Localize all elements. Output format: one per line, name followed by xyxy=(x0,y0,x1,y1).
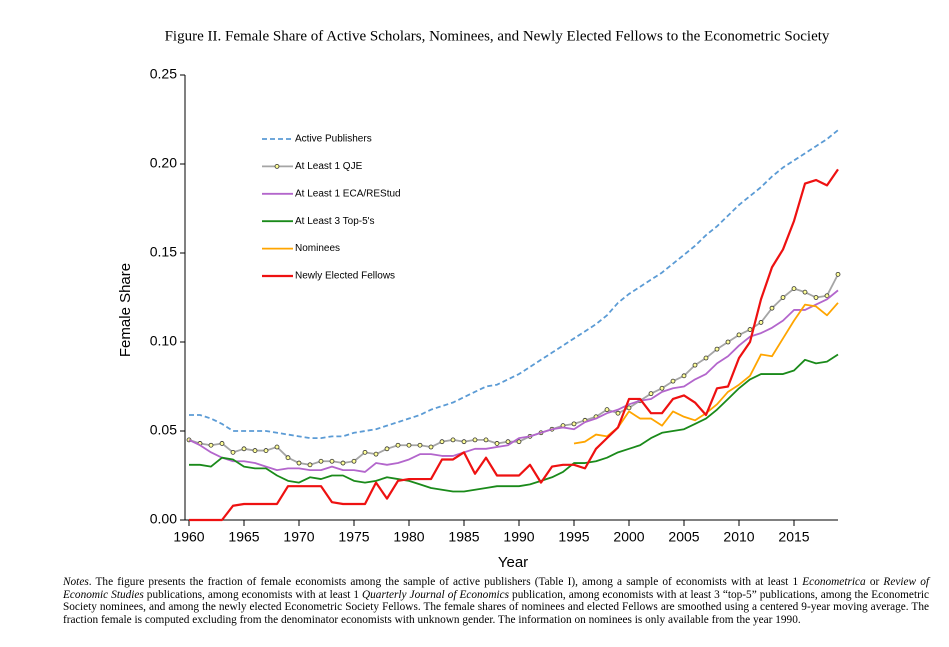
x-tick-label: 2000 xyxy=(613,529,644,545)
data-point xyxy=(417,442,423,448)
data-point xyxy=(505,439,511,445)
data-point xyxy=(516,439,522,445)
legend-label: Newly Elected Fellows xyxy=(295,271,395,282)
data-point xyxy=(747,327,753,332)
data-point xyxy=(813,295,819,300)
x-tick-label: 1975 xyxy=(338,529,369,545)
notes-text: Econometrica xyxy=(802,576,866,588)
notes-text: . The figure presents the fraction of fe… xyxy=(88,576,803,588)
data-point xyxy=(307,462,313,468)
data-point xyxy=(252,448,258,453)
data-point xyxy=(692,362,698,368)
data-point xyxy=(450,437,456,443)
y-tick-label: 0.25 xyxy=(150,66,177,82)
data-point xyxy=(461,439,467,445)
legend-label: At Least 3 Top-5's xyxy=(295,216,375,227)
series-line xyxy=(189,168,839,522)
notes-text: Review of Economic Studies xyxy=(63,576,929,601)
chart: Figure II. Female Share of Active Schola… xyxy=(117,28,841,571)
series-line xyxy=(189,353,839,493)
x-tick-label: 1965 xyxy=(228,529,259,545)
chart-title: Figure II. Female Share of Active Schola… xyxy=(165,28,830,44)
data-point xyxy=(285,455,291,461)
data-point xyxy=(758,320,764,325)
data-point xyxy=(384,446,390,452)
data-point xyxy=(802,289,808,295)
y-tick-label: 0.05 xyxy=(150,422,177,438)
legend-label: Active Publishers xyxy=(295,134,372,145)
data-point xyxy=(395,442,401,448)
x-tick-label: 1960 xyxy=(173,529,204,545)
data-point xyxy=(318,458,324,464)
notes-text: publications, among economists with at l… xyxy=(143,588,362,601)
data-point xyxy=(494,441,500,446)
data-point xyxy=(483,437,489,443)
data-point xyxy=(340,460,346,466)
data-point xyxy=(428,444,434,450)
data-point xyxy=(714,346,720,352)
data-point xyxy=(769,305,775,311)
data-point xyxy=(263,448,269,453)
data-point xyxy=(296,460,302,466)
x-tick-label: 1995 xyxy=(558,529,589,545)
data-point xyxy=(824,293,830,299)
data-point xyxy=(780,295,786,300)
data-point xyxy=(472,437,478,443)
notes-text: Quarterly Journal of Economics xyxy=(362,588,510,601)
x-tick-label: 2010 xyxy=(723,529,754,545)
legend-marker xyxy=(274,163,280,169)
legend-label: At Least 1 ECA/REStud xyxy=(295,188,401,199)
data-point xyxy=(208,442,214,448)
x-tick-label: 1970 xyxy=(283,529,314,545)
data-point xyxy=(659,385,665,391)
data-point xyxy=(230,449,236,455)
x-tick-label: 1980 xyxy=(393,529,424,545)
data-point xyxy=(615,410,621,416)
data-point xyxy=(219,441,225,446)
notes-text: Notes xyxy=(63,576,89,588)
data-point xyxy=(791,286,797,292)
data-point xyxy=(241,446,247,452)
x-axis-label: Year xyxy=(498,554,528,571)
legend-label: Nominees xyxy=(295,243,340,254)
x-tick-label: 2005 xyxy=(668,529,699,545)
data-point xyxy=(681,373,687,379)
data-point xyxy=(571,421,577,427)
data-point xyxy=(406,442,412,448)
y-axis-label: Female Share xyxy=(117,263,134,357)
data-point xyxy=(670,378,676,384)
series-line xyxy=(188,273,839,466)
data-point xyxy=(274,444,280,450)
notes-text: publication, among economists with at le… xyxy=(63,588,929,626)
data-point xyxy=(648,391,654,397)
data-point xyxy=(835,271,841,277)
data-point xyxy=(703,355,709,361)
series-line xyxy=(189,129,839,440)
y-tick-label: 0.20 xyxy=(150,155,177,171)
data-point xyxy=(725,339,731,345)
data-point xyxy=(373,451,379,457)
data-point xyxy=(351,458,357,464)
data-point xyxy=(362,449,368,455)
y-tick-label: 0.10 xyxy=(150,333,177,349)
data-point xyxy=(736,332,742,338)
x-tick-label: 1990 xyxy=(503,529,534,545)
y-tick-label: 0.00 xyxy=(150,511,177,527)
notes-text: or xyxy=(865,576,884,588)
data-point xyxy=(626,405,632,411)
data-point xyxy=(439,439,445,445)
y-tick-label: 0.15 xyxy=(150,244,177,260)
legend-label: At Least 1 QJE xyxy=(295,161,363,172)
data-point xyxy=(329,458,335,464)
x-tick-label: 2015 xyxy=(778,529,809,545)
x-tick-label: 1985 xyxy=(448,529,479,545)
series-line xyxy=(188,289,839,473)
notes: Notes. The figure presents the fraction … xyxy=(63,576,929,626)
data-point xyxy=(604,407,610,413)
